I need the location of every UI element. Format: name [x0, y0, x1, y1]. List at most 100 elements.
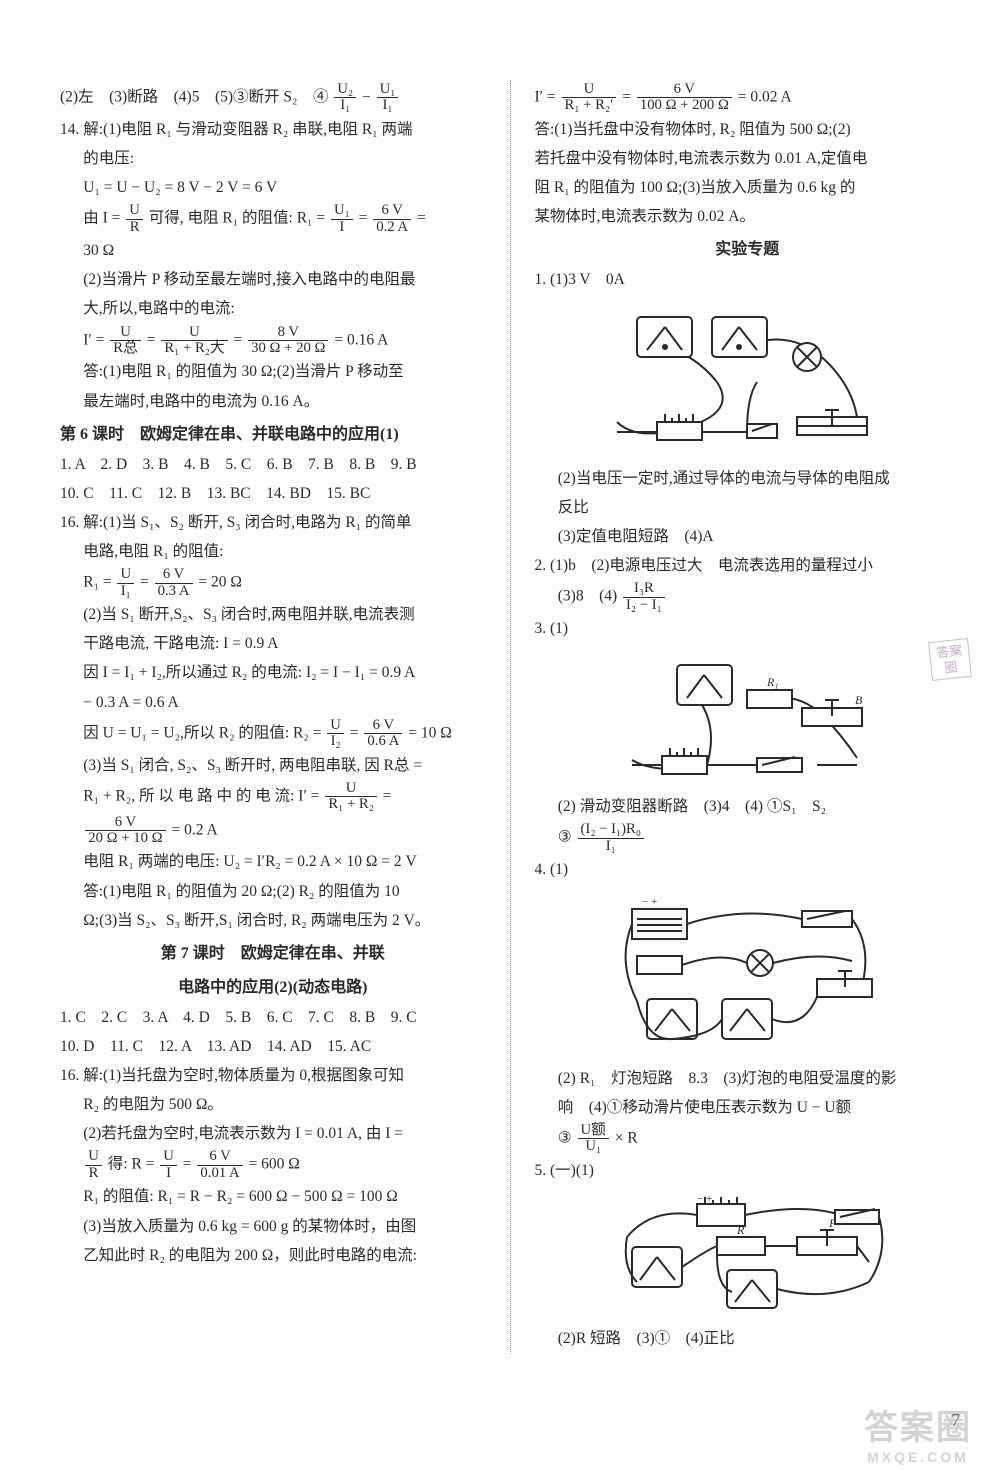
stamp-l2: 圈 — [944, 659, 959, 675]
q14f: (2)当滑片 P 移动至最左端时,接入电路中的电阻最 — [60, 266, 486, 293]
t: 可得, 电阻 R₁ 的阻值: R₁ = — [149, 210, 329, 227]
e1-2: (2)当电压一定时,通过导体的电流与导体的电阻成 — [535, 465, 961, 492]
q7-16g: 乙知此时 R₂ 的电阻为 200 Ω，则此时电路的电流: — [60, 1242, 486, 1269]
q16c: R₁ = UI₁ = 6 V0.3 A = 20 Ω — [60, 567, 486, 599]
q16i: (3)当 S₁ 闭合, S₂、S₃ 断开时, 两电阻串联, 因 R总 = — [60, 752, 486, 779]
e5-2: (2)R 短路 (3)① (4)正比 — [535, 1325, 961, 1352]
t: = 0.16 A — [334, 331, 388, 348]
svg-text:− +: − + — [642, 896, 657, 908]
left-column: (2)左 (3)断路 (4)5 (5)③断开 S₂ ④ U₂I₁ − U₁I₁ … — [60, 80, 496, 1354]
t: 因 U = U₁ = U₂,所以 R₂ 的阻值: R₂ = — [83, 724, 325, 741]
fraction: UI₂ — [327, 718, 344, 750]
sec7-ans1: 1. C 2. C 3. A 4. D 5. B 6. C 7. C 8. B … — [60, 1004, 486, 1031]
fraction: UR总 — [110, 325, 141, 357]
q16e: 干路电流, 干路电流: I = 0.9 A — [60, 630, 486, 657]
fraction: 6 V0.01 A — [197, 1149, 242, 1181]
watermark-sub: MXQE.COM — [864, 1449, 972, 1465]
q14b: 的电压: — [60, 145, 486, 172]
t: (3)8 (4) — [558, 588, 617, 605]
fraction: U额U₁ — [578, 1123, 609, 1155]
t: I′ = — [535, 89, 560, 106]
q16l: 电阻 R₁ 两端的电压: U₂ = I′R₂ = 0.2 A × 10 Ω = … — [60, 848, 486, 875]
t: R₁ + R₂, 所 以 电 路 中 的 电 流: I′ = — [83, 787, 323, 804]
figure-4-circuit: − + R P — [535, 1192, 961, 1321]
text: (2)左 (3)断路 (4)5 (5)③断开 S₂ ④ — [60, 89, 328, 106]
sec6-ans2: 10. C 11. C 12. B 13. BC 14. BD 15. BC — [60, 480, 486, 507]
fraction: U₁I₁ — [377, 82, 399, 114]
q16a: 16. 解:(1)当 S₁、S₂ 断开, S₃ 闭合时,电路为 R₁ 的简单 — [60, 509, 486, 536]
svg-text:R: R — [736, 1223, 745, 1237]
t: = — [383, 787, 392, 804]
right-column: I′ = UR₁ + R₂′ = 6 V100 Ω + 200 Ω = 0.02… — [525, 80, 961, 1354]
fraction: UR₁ + R₂′ — [562, 82, 617, 114]
e1-3: 反比 — [535, 494, 961, 521]
circuit-svg-3: − + — [602, 891, 892, 1051]
fraction: UR₁ + R₂大 — [161, 325, 227, 357]
q14i: 答:(1)电阻 R₁ 的阻值为 30 Ω;(2)当滑片 P 移动至 — [60, 358, 486, 385]
e3: 3. (1) — [535, 615, 961, 642]
t: = — [417, 210, 426, 227]
minus: − — [362, 89, 375, 106]
svg-text:− +: − + — [697, 1193, 712, 1205]
q7-16d: UR 得: R = UI = 6 V0.01 A = 600 Ω — [60, 1149, 486, 1181]
svg-text:B: B — [855, 693, 863, 707]
r3: 若托盘中没有物体时,电流表示数为 0.01 A,定值电 — [535, 145, 961, 172]
sec7-ans2: 10. D 11. C 12. A 13. AD 14. AD 15. AC — [60, 1033, 486, 1060]
t: ③ — [558, 829, 572, 846]
fraction: U₂I₁ — [334, 82, 356, 114]
fraction: 6 V0.3 A — [155, 567, 193, 599]
svg-text:P: P — [828, 1216, 837, 1230]
t: = 600 Ω — [249, 1156, 300, 1173]
e4-4: ③ U额U₁ × R — [535, 1123, 961, 1155]
t: ③ — [558, 1129, 572, 1146]
q14e: 30 Ω — [60, 237, 486, 264]
fraction: 6 V20 Ω + 10 Ω — [85, 815, 165, 847]
fraction: 6 V100 Ω + 200 Ω — [637, 82, 732, 114]
e4-2: (2) R₁ 灯泡短路 8.3 (3)灯泡的电阻受温度的影 — [535, 1065, 961, 1092]
e5: 5. (一)(1) — [535, 1157, 961, 1184]
section-experiment-title: 实验专题 — [535, 236, 961, 264]
t: R₁ = — [83, 574, 115, 591]
q16m: 答:(1)电阻 R₁ 的阻值为 20 Ω;(2) R₂ 的阻值为 10 — [60, 878, 486, 905]
fraction: UI — [160, 1149, 177, 1181]
q14j: 最左端时,电路中的电流为 0.16 A。 — [60, 388, 486, 415]
q7-16c: (2)若托盘为空时,电流表示数为 I = 0.01 A, 由 I = — [60, 1120, 486, 1147]
sec6-ans1: 1. A 2. D 3. B 4. B 5. C 6. B 7. B 8. B … — [60, 451, 486, 478]
column-divider — [510, 80, 511, 1354]
t: = 10 Ω — [408, 724, 452, 741]
fraction: I₃RI₂ − I₁ — [623, 581, 665, 613]
q7-16a: 16. 解:(1)当托盘为空时,物体质量为 0,根据图象可知 — [60, 1062, 486, 1089]
q14c: U₁ = U − U₂ = 8 V − 2 V = 6 V — [60, 174, 486, 201]
q7-16b: R₂ 的电阻为 500 Ω。 — [60, 1091, 486, 1118]
fraction: UR — [85, 1149, 102, 1181]
page: (2)左 (3)断路 (4)5 (5)③断开 S₂ ④ U₂I₁ − U₁I₁ … — [0, 0, 1000, 1394]
r5: 某物体时,电流表示数为 0.02 A。 — [535, 203, 961, 230]
t: = 20 Ω — [198, 574, 242, 591]
section-7-title-a: 第 7 课时 欧姆定律在串、并联 — [60, 940, 486, 968]
fraction: 6 V0.2 A — [373, 203, 411, 235]
t: = — [183, 1156, 196, 1173]
e1-4: (3)定值电阻短路 (4)A — [535, 523, 961, 550]
q16n: Ω;(3)当 S₂、S₃ 断开,S₁ 闭合时, R₂ 两端电压为 2 V。 — [60, 907, 486, 934]
t: = — [622, 89, 635, 106]
circuit-svg-1 — [597, 302, 897, 452]
q7-16e: R₁ 的阻值: R₁ = R − R₂ = 600 Ω − 500 Ω = 10… — [60, 1183, 486, 1210]
watermark: 答案圈 MXQE.COM — [864, 1400, 972, 1465]
q16j: R₁ + R₂, 所 以 电 路 中 的 电 流: I′ = UR₁ + R₂ … — [60, 781, 486, 813]
t: = — [147, 331, 160, 348]
q16b: 电路,电阻 R₁ 的阻值: — [60, 538, 486, 565]
fraction: UR₁ + R₂ — [325, 781, 377, 813]
figure-2-circuit: R₁ B — [535, 650, 961, 789]
t: = — [234, 331, 247, 348]
fraction: UI₁ — [117, 567, 134, 599]
e3-2: (2) 滑动变阻器断路 (3)4 (4) ①S₁ S₂ — [535, 793, 961, 820]
r4: 阻 R₁ 的阻值为 100 Ω;(3)当放入质量为 0.6 kg 的 — [535, 174, 961, 201]
watermark-main: 答案圈 — [864, 1409, 972, 1447]
section-6-title: 第 6 课时 欧姆定律在串、并联电路中的应用(1) — [60, 421, 486, 449]
circuit-svg-2: R₁ B — [607, 650, 887, 780]
e2: 2. (1)b (2)电源电压过大 电流表选用的量程过小 — [535, 552, 961, 579]
stamp-l1: 答案 — [935, 643, 962, 661]
svg-text:R₁: R₁ — [766, 675, 779, 689]
t: = — [350, 724, 363, 741]
fraction: UR — [126, 203, 143, 235]
